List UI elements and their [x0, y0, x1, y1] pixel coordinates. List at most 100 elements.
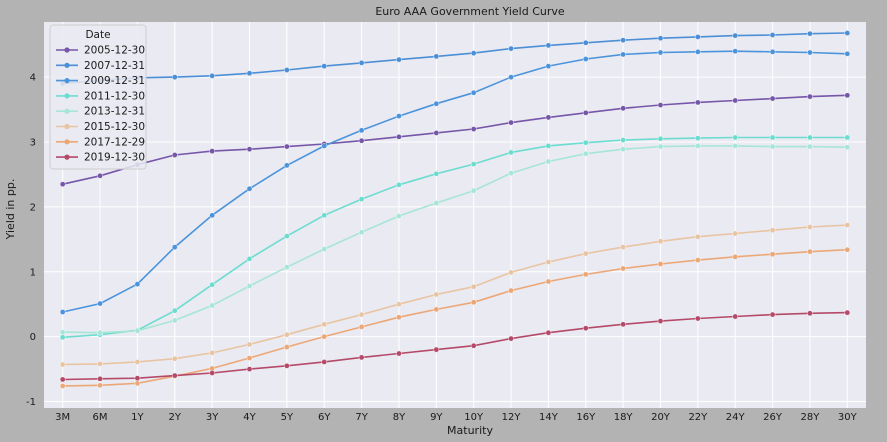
- data-point: [508, 171, 513, 176]
- data-point: [583, 151, 588, 156]
- y-tick-label: 4: [30, 73, 36, 84]
- data-point: [60, 309, 65, 314]
- x-tick-label: 24Y: [726, 412, 746, 423]
- x-tick-label: 8Y: [393, 412, 406, 423]
- x-tick-label: 9Y: [430, 412, 443, 423]
- data-point: [583, 251, 588, 256]
- data-point: [359, 197, 364, 202]
- data-point: [695, 100, 700, 105]
- data-point: [434, 347, 439, 352]
- data-point: [60, 335, 65, 340]
- data-point: [807, 224, 812, 229]
- data-point: [621, 147, 626, 152]
- data-point: [396, 315, 401, 320]
- data-point: [247, 366, 252, 371]
- data-point: [807, 144, 812, 149]
- data-point: [247, 283, 252, 288]
- data-point: [770, 32, 775, 37]
- data-point: [546, 43, 551, 48]
- data-point: [621, 52, 626, 57]
- data-point: [471, 284, 476, 289]
- data-point: [210, 73, 215, 78]
- legend-title: Date: [85, 29, 110, 41]
- data-point: [695, 316, 700, 321]
- data-point: [135, 381, 140, 386]
- x-tick-label: 3Y: [206, 412, 219, 423]
- data-point: [60, 362, 65, 367]
- x-tick-label: 14Y: [539, 412, 559, 423]
- data-point: [396, 113, 401, 118]
- legend-swatch-marker: [64, 155, 69, 160]
- data-point: [247, 147, 252, 152]
- data-point: [210, 303, 215, 308]
- legend-label: 2013-12-31: [84, 106, 145, 118]
- data-point: [471, 300, 476, 305]
- x-tick-label: 6M: [93, 412, 108, 423]
- data-point: [210, 350, 215, 355]
- legend-label: 2005-12-30: [84, 45, 145, 57]
- legend: Date 2005-12-30 2007-12-31 2009-12-31 2011-…: [50, 25, 146, 169]
- data-point: [583, 110, 588, 115]
- data-point: [284, 163, 289, 168]
- legend-swatch-marker: [64, 124, 69, 129]
- data-point: [546, 159, 551, 164]
- legend-swatch-marker: [64, 139, 69, 144]
- data-point: [845, 222, 850, 227]
- data-point: [359, 128, 364, 133]
- data-point: [508, 150, 513, 155]
- data-point: [471, 51, 476, 56]
- data-point: [322, 359, 327, 364]
- data-point: [733, 33, 738, 38]
- data-point: [97, 301, 102, 306]
- data-point: [807, 50, 812, 55]
- data-point: [770, 49, 775, 54]
- data-point: [658, 36, 663, 41]
- x-tick-label: 10Y: [464, 412, 484, 423]
- data-point: [135, 328, 140, 333]
- x-tick-label: 7Y: [355, 412, 368, 423]
- data-point: [210, 148, 215, 153]
- x-tick-label: 22Y: [688, 412, 708, 423]
- data-point: [471, 126, 476, 131]
- data-point: [396, 213, 401, 218]
- data-point: [621, 322, 626, 327]
- data-point: [322, 213, 327, 218]
- data-point: [172, 152, 177, 157]
- data-point: [807, 135, 812, 140]
- legend-label: 2007-12-31: [84, 60, 145, 72]
- data-point: [845, 93, 850, 98]
- data-point: [359, 355, 364, 360]
- data-point: [546, 143, 551, 148]
- data-point: [508, 120, 513, 125]
- data-point: [733, 143, 738, 148]
- data-point: [845, 135, 850, 140]
- data-point: [284, 233, 289, 238]
- y-tick-label: 3: [30, 138, 36, 149]
- data-point: [658, 318, 663, 323]
- data-point: [508, 46, 513, 51]
- data-point: [396, 351, 401, 356]
- data-point: [284, 265, 289, 270]
- data-point: [658, 261, 663, 266]
- x-axis-label: Maturity: [447, 424, 493, 437]
- data-point: [845, 51, 850, 56]
- data-point: [733, 231, 738, 236]
- data-point: [434, 130, 439, 135]
- data-point: [434, 171, 439, 176]
- data-point: [546, 115, 551, 120]
- data-point: [247, 342, 252, 347]
- y-tick-label: -1: [26, 397, 36, 408]
- data-point: [845, 310, 850, 315]
- data-point: [658, 144, 663, 149]
- data-point: [583, 272, 588, 277]
- data-point: [695, 257, 700, 262]
- data-point: [60, 383, 65, 388]
- data-point: [658, 102, 663, 107]
- legend-swatch-marker: [64, 63, 69, 68]
- x-tick-label: 12Y: [502, 412, 522, 423]
- data-point: [97, 376, 102, 381]
- data-point: [770, 312, 775, 317]
- data-point: [396, 57, 401, 62]
- data-point: [247, 355, 252, 360]
- data-point: [471, 161, 476, 166]
